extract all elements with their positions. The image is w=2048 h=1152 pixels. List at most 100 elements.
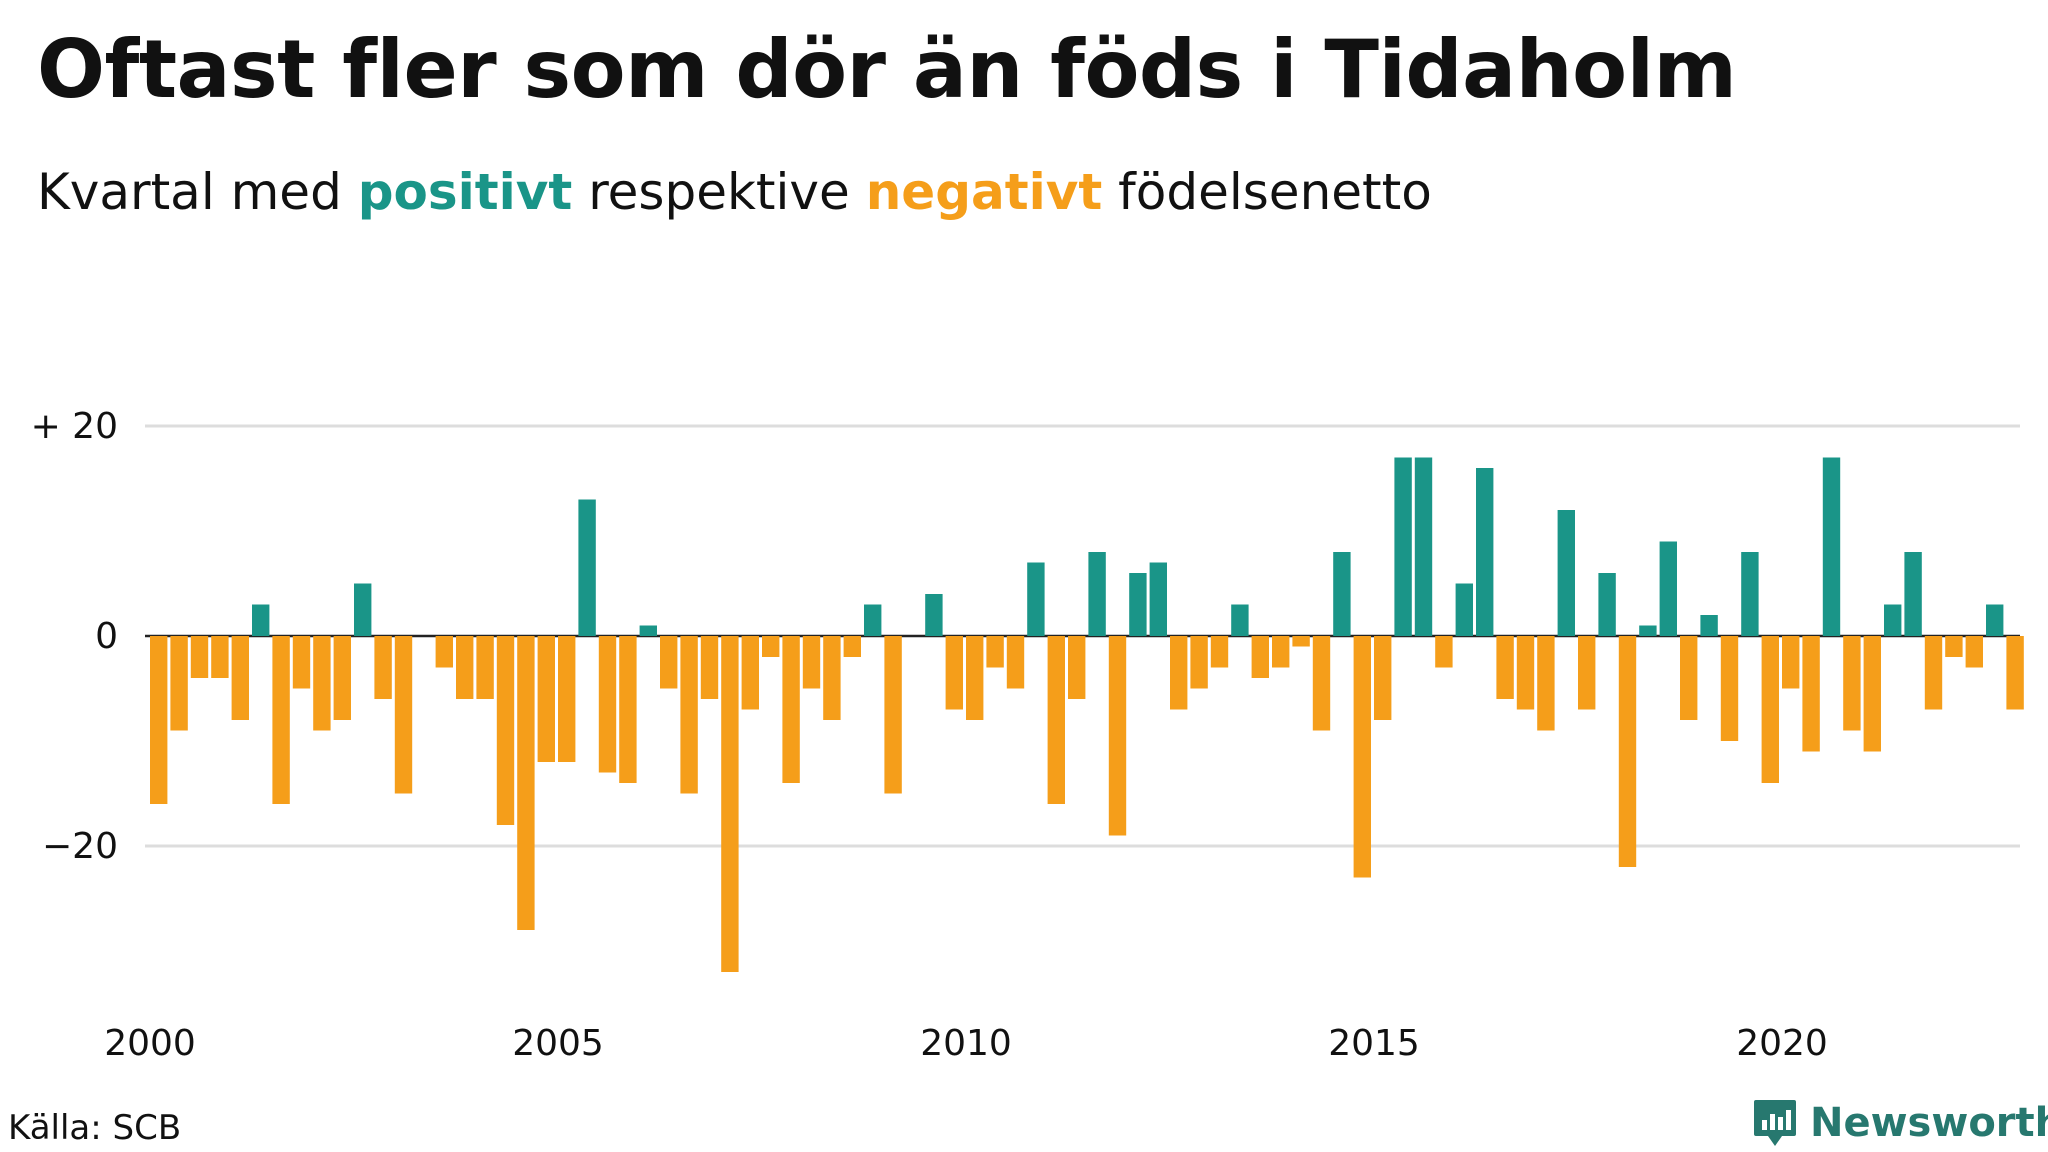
bar-positive	[1088, 552, 1106, 636]
bar-positive	[354, 583, 372, 636]
bar-positive	[1333, 552, 1351, 636]
bar-positive	[1414, 457, 1433, 636]
y-tick-label: 0	[95, 616, 118, 657]
chart-title: Oftast fler som dör än föds i Tidaholm	[37, 23, 1737, 116]
brand-name: Newsworthy	[1810, 1100, 2048, 1146]
bar-negative	[374, 636, 392, 699]
bar-negative	[1516, 636, 1535, 710]
y-tick-label: + 20	[31, 406, 118, 447]
bar-negative	[1353, 636, 1371, 878]
bar-positive	[1822, 457, 1841, 636]
x-tick-label: 2010	[920, 1023, 1012, 1064]
bar-negative	[1843, 636, 1861, 731]
bar-negative	[1537, 636, 1555, 731]
bar-positive	[925, 594, 943, 636]
bar-negative	[517, 636, 535, 930]
bar-negative	[496, 636, 515, 825]
bar-negative	[190, 636, 209, 678]
y-axis-labels: + 20 0 −20	[31, 406, 118, 867]
bars	[150, 457, 2024, 972]
bar-negative	[1047, 636, 1065, 804]
bar-negative	[1272, 636, 1290, 668]
bar-negative	[272, 636, 290, 804]
bar-positive	[1884, 604, 1902, 636]
bar-negative	[721, 636, 739, 972]
bar-negative	[660, 636, 678, 689]
bar-positive	[639, 625, 657, 636]
bar-negative	[333, 636, 351, 720]
bar-negative	[1802, 636, 1820, 752]
bar-negative	[1068, 636, 1086, 699]
x-axis-labels: 2000 2005 2010 2015 2020	[104, 1023, 1828, 1064]
bar-negative	[1006, 636, 1025, 689]
bar-negative	[292, 636, 311, 689]
bar-negative	[1578, 636, 1596, 710]
bar-negative	[782, 636, 800, 783]
bar-positive	[864, 604, 882, 636]
bar-negative	[1863, 636, 1881, 752]
subtitle-positive-word: positivt	[357, 163, 573, 221]
bar-negative	[394, 636, 413, 794]
bar-negative	[1251, 636, 1269, 678]
bar-negative	[700, 636, 719, 699]
bar-negative	[435, 636, 453, 668]
bar-negative	[802, 636, 821, 689]
bar-negative	[211, 636, 229, 678]
bar-negative	[476, 636, 494, 699]
bar-negative	[558, 636, 576, 762]
bar-negative	[150, 636, 168, 804]
bar-negative	[598, 636, 617, 773]
source-note: Källa: SCB	[8, 1108, 182, 1148]
bar-positive	[1904, 552, 1922, 636]
bar-negative	[1618, 636, 1637, 867]
bar-positive	[1700, 615, 1718, 636]
bar-negative	[313, 636, 331, 731]
bar-negative	[170, 636, 188, 731]
bar-positive	[1741, 552, 1759, 636]
bar-positive	[1557, 510, 1575, 636]
x-tick-label: 2015	[1328, 1023, 1420, 1064]
bar-negative	[680, 636, 698, 794]
bar-negative	[843, 636, 861, 657]
bar-negative	[823, 636, 841, 720]
subtitle-prefix: Kvartal med	[37, 163, 342, 221]
bar-positive	[1639, 625, 1657, 636]
bar-negative	[741, 636, 759, 710]
bar-negative	[1945, 636, 1963, 657]
bar-positive	[1027, 562, 1045, 636]
x-tick-label: 2005	[512, 1023, 604, 1064]
bar-negative	[884, 636, 902, 794]
bar-negative	[945, 636, 963, 710]
chart-subtitle: Kvartal med positivt respektive negativt…	[37, 162, 1432, 222]
bar-negative	[537, 636, 555, 762]
bar-negative	[1170, 636, 1188, 710]
bar-positive	[1231, 604, 1249, 636]
bar-negative	[619, 636, 637, 783]
bar-negative	[966, 636, 984, 720]
bar-negative	[2006, 636, 2024, 710]
bar-negative	[1965, 636, 1983, 668]
bar-negative	[1108, 636, 1127, 836]
bar-negative	[1374, 636, 1392, 720]
bar-negative	[1292, 636, 1310, 647]
bar-negative	[1720, 636, 1739, 741]
x-tick-label: 2000	[104, 1023, 196, 1064]
bar-negative	[1924, 636, 1943, 710]
bar-positive	[1394, 457, 1412, 636]
subtitle-suffix: födelsenetto	[1118, 163, 1432, 221]
bar-negative	[1312, 636, 1331, 731]
bar-negative	[1680, 636, 1698, 720]
bar-negative	[1496, 636, 1514, 699]
bar-negative	[1435, 636, 1453, 668]
bar-negative	[1761, 636, 1779, 783]
newsworthy-logo-icon	[1754, 1100, 1796, 1146]
bar-positive	[1598, 573, 1616, 636]
bar-negative	[762, 636, 780, 657]
bar-negative	[1210, 636, 1229, 668]
bar-positive	[1659, 541, 1677, 636]
subtitle-negative-word: negativt	[865, 163, 1103, 221]
bar-positive	[1986, 604, 2004, 636]
subtitle-middle: respektive	[588, 163, 850, 221]
newsworthy-logo: Newsworthy	[1752, 1098, 2048, 1148]
